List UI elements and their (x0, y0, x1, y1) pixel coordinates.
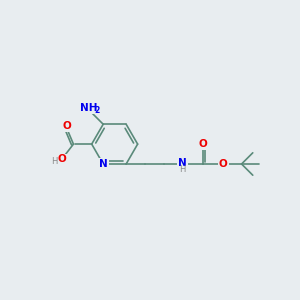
Text: N: N (178, 158, 187, 168)
Text: O: O (219, 159, 228, 169)
Text: O: O (62, 121, 71, 131)
Text: H: H (51, 157, 57, 166)
Text: N: N (99, 159, 108, 169)
Text: NH: NH (80, 103, 97, 113)
Text: O: O (198, 139, 207, 149)
Text: O: O (57, 154, 66, 164)
Text: 2: 2 (95, 106, 100, 115)
Text: H: H (179, 165, 186, 174)
